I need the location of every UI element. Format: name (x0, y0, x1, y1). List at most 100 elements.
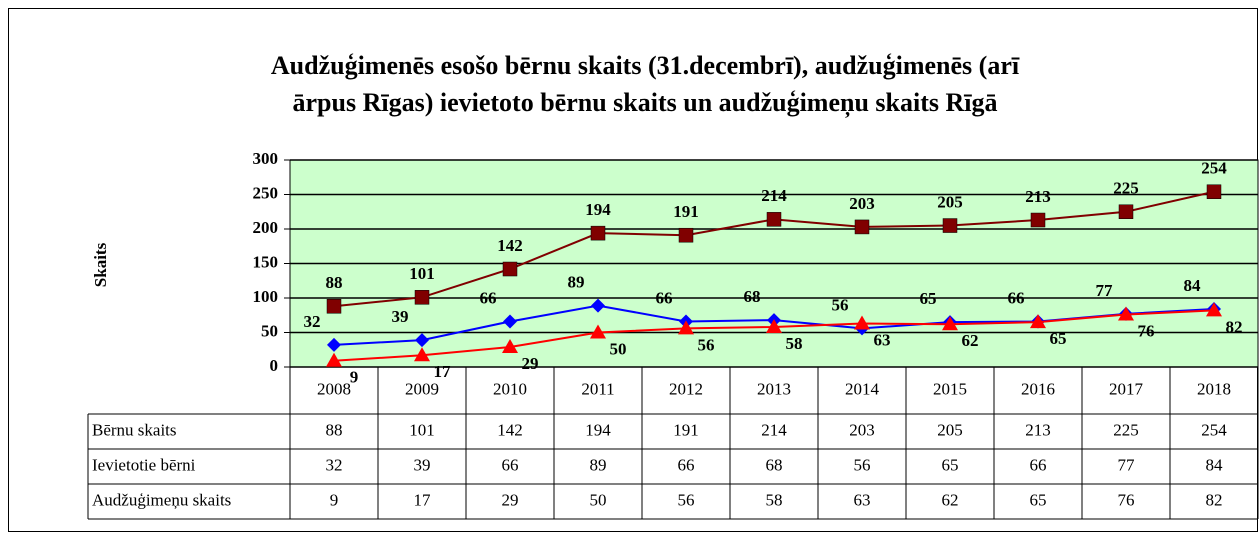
table-cell: 203 (849, 420, 875, 439)
chart-title: ārpus Rīgas) ievietoto bērnu skaits un a… (293, 88, 998, 118)
table-cell: 88 (326, 420, 343, 439)
data-label: 29 (522, 354, 539, 373)
marker (1118, 306, 1134, 321)
data-label: 56 (698, 335, 715, 354)
table-cell: 101 (409, 420, 435, 439)
data-label: 39 (392, 307, 409, 326)
marker (1030, 212, 1046, 228)
legend-label: Bērnu skaits (92, 420, 177, 439)
data-label: 58 (786, 334, 803, 353)
marker (1118, 204, 1134, 219)
data-label: 254 (1201, 159, 1227, 178)
data-label: 84 (1184, 276, 1202, 295)
table-cell: 50 (590, 490, 607, 509)
data-label: 65 (920, 289, 937, 308)
marker (854, 315, 870, 330)
data-label: 88 (326, 273, 343, 292)
data-label: 63 (874, 330, 891, 349)
data-label: 214 (761, 186, 787, 205)
data-label: 203 (849, 194, 875, 213)
data-label: 50 (610, 339, 627, 358)
data-label: 205 (937, 192, 963, 211)
data-label: 65 (1050, 329, 1067, 348)
data-label: 142 (497, 236, 523, 255)
data-label: 32 (304, 312, 321, 331)
table-cell: 205 (937, 420, 963, 439)
table-cell: 9 (330, 490, 339, 509)
data-label: 76 (1138, 321, 1155, 340)
marker (414, 290, 430, 305)
table-cell: 66 (502, 455, 519, 474)
marker (502, 261, 518, 277)
data-label: 66 (480, 288, 497, 307)
x-tick-label: 2011 (581, 379, 614, 398)
x-tick-label: 2013 (757, 379, 791, 398)
data-label: 194 (585, 200, 611, 219)
marker (678, 227, 694, 243)
marker (590, 225, 606, 241)
marker (942, 218, 958, 233)
table-cell: 66 (678, 455, 695, 474)
x-tick-label: 2010 (493, 379, 527, 398)
table-cell: 56 (678, 490, 695, 509)
marker (326, 352, 342, 367)
table-cell: 68 (766, 455, 783, 474)
y-tick-label: 300 (253, 149, 279, 168)
data-label: 68 (744, 287, 761, 306)
table-cell: 254 (1201, 420, 1227, 439)
x-tick-label: 2015 (933, 379, 967, 398)
data-label: 66 (1008, 288, 1025, 307)
chart-title: Audžuģimenēs esošo bērnu skaits (31.dece… (271, 51, 1020, 80)
y-tick-label: 0 (270, 356, 279, 375)
x-tick-label: 2008 (317, 379, 351, 398)
table-cell: 225 (1113, 420, 1139, 439)
table-cell: 77 (1118, 455, 1136, 474)
table-cell: 213 (1025, 420, 1051, 439)
table-cell: 65 (1030, 490, 1047, 509)
data-label: 89 (568, 272, 585, 291)
data-label: 66 (656, 288, 673, 307)
marker (942, 316, 958, 331)
table-cell: 65 (942, 455, 959, 474)
table-cell: 17 (414, 490, 432, 509)
marker (766, 318, 782, 333)
marker (415, 333, 429, 348)
marker (678, 320, 694, 335)
x-tick-label: 2009 (405, 379, 439, 398)
table-cell: 32 (326, 455, 343, 474)
y-tick-label: 50 (261, 321, 278, 340)
x-tick-label: 2014 (845, 379, 880, 398)
data-label: 9 (350, 368, 359, 387)
table-cell: 194 (585, 420, 611, 439)
data-label: 77 (1096, 281, 1114, 300)
marker (766, 212, 782, 227)
y-tick-label: 200 (253, 218, 279, 237)
x-tick-label: 2018 (1197, 379, 1231, 398)
table-cell: 56 (854, 455, 871, 474)
marker (1030, 314, 1046, 329)
table-cell: 191 (673, 420, 699, 439)
marker (1206, 302, 1222, 317)
data-label: 62 (962, 331, 979, 350)
table-cell: 76 (1118, 490, 1135, 509)
data-label: 225 (1113, 179, 1139, 198)
marker (591, 298, 605, 313)
data-label: 101 (409, 264, 435, 283)
marker (414, 347, 430, 362)
y-tick-label: 150 (253, 252, 279, 271)
marker (326, 299, 342, 314)
legend-label: Ievietotie bērni (92, 455, 196, 474)
y-tick-label: 100 (253, 287, 279, 306)
data-label: 213 (1025, 187, 1051, 206)
y-axis-label: Skaits (91, 242, 110, 287)
marker (854, 219, 870, 235)
table-cell: 29 (502, 490, 519, 509)
table-cell: 214 (761, 420, 787, 439)
table-cell: 62 (942, 490, 959, 509)
table-cell: 84 (1206, 455, 1224, 474)
table-cell: 63 (854, 490, 871, 509)
table-cell: 39 (414, 455, 431, 474)
table-cell: 89 (590, 455, 607, 474)
y-tick-label: 250 (253, 183, 279, 202)
